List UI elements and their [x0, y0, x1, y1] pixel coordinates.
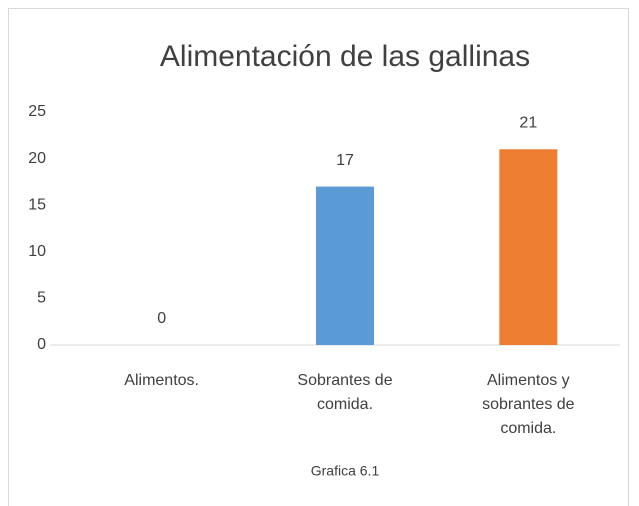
y-tick-label: 10: [28, 243, 46, 260]
x-tick-label: Alimentos y sobrantes de comida.: [482, 372, 575, 437]
x-tick-label: Alimentos.: [124, 372, 199, 389]
value-label: 0: [157, 310, 166, 327]
bar: [316, 186, 374, 345]
y-tick-label: 15: [28, 196, 46, 213]
value-label: 17: [336, 152, 354, 169]
chart-title: Alimentación de las gallinas: [160, 40, 530, 73]
bar: [499, 149, 558, 345]
y-tick-label: 5: [37, 290, 46, 307]
x-tick-label: Sobrantes de comida.: [297, 372, 393, 413]
y-tick-label: 20: [28, 150, 46, 167]
value-label: 21: [519, 114, 537, 131]
caption: Grafica 6.1: [311, 463, 380, 479]
y-tick-label: 0: [37, 336, 46, 353]
y-tick-label: 25: [28, 103, 46, 120]
